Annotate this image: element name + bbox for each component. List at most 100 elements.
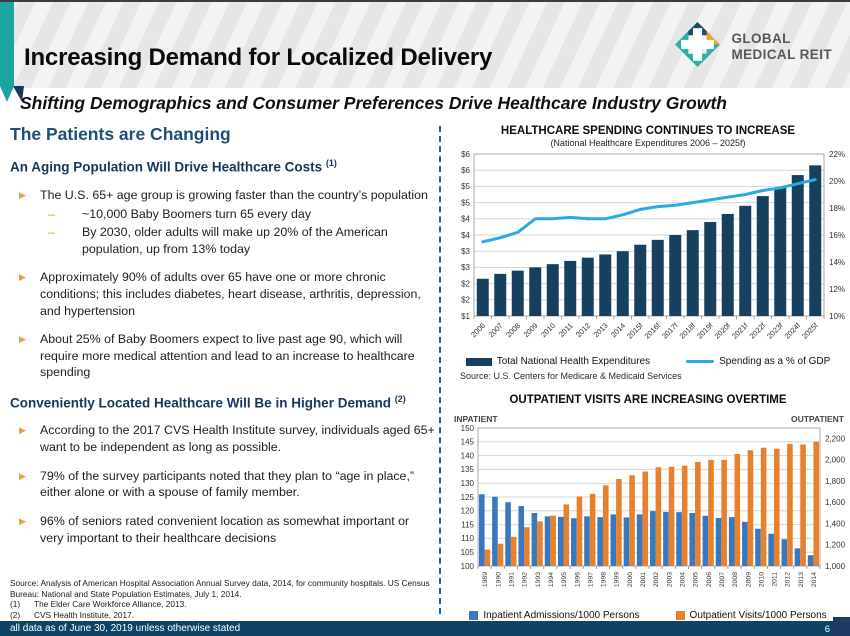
svg-text:1997: 1997 (587, 572, 594, 587)
svg-text:1,400: 1,400 (825, 519, 846, 528)
svg-text:130: 130 (461, 479, 475, 488)
svg-text:2007: 2007 (719, 572, 726, 587)
legend-bar-swatch-icon (465, 357, 492, 366)
svg-text:$5: $5 (461, 182, 470, 191)
source-note-text: CVS Health Institute, 2017. (34, 609, 135, 620)
bullet-triangle-icon: ▶ (19, 425, 26, 436)
source-note-number: (2) (10, 609, 21, 620)
slide-subtitle: Shifting Demographics and Consumer Prefe… (20, 93, 727, 113)
dash-icon: – (48, 206, 55, 221)
source-note: (1) The Elder Care Workforce Alliance, 20… (10, 599, 434, 610)
bullet-text: 96% of seniors rated convenient location… (40, 513, 410, 545)
svg-text:105: 105 (461, 548, 475, 557)
bullet-triangle-icon: ▶ (19, 334, 26, 345)
svg-text:1991: 1991 (508, 572, 515, 587)
svg-text:2025f: 2025f (800, 320, 820, 340)
svg-text:20%: 20% (829, 177, 845, 186)
svg-text:1,800: 1,800 (825, 477, 846, 486)
svg-text:2,000: 2,000 (825, 456, 846, 465)
svg-text:$6: $6 (461, 166, 470, 175)
chart1-legend: Total National Health Expenditures Spendi… (448, 356, 848, 367)
page-title: Increasing Demand for Localized Delivery (24, 44, 493, 71)
source-intro: Source: Analysis of American Hospital As… (10, 578, 430, 599)
svg-text:22%: 22% (829, 150, 845, 159)
svg-text:1992: 1992 (522, 572, 529, 587)
legend-item: Total National Health Expenditures (465, 356, 651, 367)
bullet-item: ▶ The U.S. 65+ age group is growing faste… (10, 187, 436, 204)
chart1-subtitle: (National Healthcare Expenditures 2006 –… (550, 138, 746, 148)
legend-bar-swatch-icon (469, 611, 479, 620)
svg-text:1,200: 1,200 (825, 541, 846, 550)
section-heading-text: Conveniently Located Healthcare Will Be … (10, 395, 395, 411)
svg-text:1,000: 1,000 (825, 562, 846, 571)
svg-text:2020f: 2020f (713, 320, 733, 340)
logo-wordmark: GLOBAL MEDICAL REIT (731, 31, 832, 62)
svg-text:140: 140 (461, 451, 475, 460)
legend-item: Spending as a % of GDP (686, 356, 830, 367)
svg-text:2008: 2008 (732, 572, 739, 587)
svg-text:2007: 2007 (487, 321, 505, 339)
svg-text:2000: 2000 (627, 572, 634, 587)
bullet-item: ▶ About 25% of Baby Boomers expect to liv… (10, 331, 436, 381)
legend-label: Inpatient Admissions/1000 Persons (483, 610, 640, 621)
svg-text:$1: $1 (461, 312, 470, 321)
svg-text:2011: 2011 (772, 572, 779, 587)
svg-text:120: 120 (461, 507, 475, 516)
section-heading-2: Conveniently Located Healthcare Will Be … (10, 394, 436, 411)
svg-text:145: 145 (461, 438, 475, 447)
bullet-sections: An Aging Population Will Drive Healthcar… (10, 158, 436, 546)
svg-text:100: 100 (461, 562, 475, 571)
svg-text:2002: 2002 (653, 572, 660, 587)
svg-text:135: 135 (461, 465, 475, 474)
source-note: (2) CVS Health Institute, 2017. (10, 610, 434, 621)
svg-text:2008: 2008 (504, 321, 522, 339)
footer-disclaimer: all data as of June 30, 2019 unless othe… (10, 623, 241, 634)
svg-text:150: 150 (461, 424, 475, 433)
outpatient-visits-chart: 150 145 140 135 130 125 120 115 110 105 100 2,200 2,… (461, 424, 846, 587)
bullet-triangle-icon: ▶ (19, 515, 26, 526)
source-note-text: The Elder Care Workforce Alliance, 2013. (34, 599, 187, 610)
bullet-item: ▶ 79% of the survey participants noted th… (10, 468, 436, 501)
legend-line-swatch-icon (686, 360, 715, 363)
svg-text:2014: 2014 (811, 572, 818, 587)
svg-text:2,200: 2,200 (825, 434, 846, 443)
outpatient-label: OUTPATIENT (790, 414, 844, 424)
svg-text:18%: 18% (829, 204, 845, 213)
left-text-panel: The Patients are Changing An Aging Popul… (10, 124, 436, 546)
svg-text:2014: 2014 (609, 321, 627, 339)
chart1-source: Source: U.S. Centers for Medicare & Medi… (460, 371, 682, 381)
bullet-item: ▶ Approximately 90% of adults over 65 hav… (10, 269, 436, 319)
legend-label: Outpatient Visits/1000 Persons (689, 610, 827, 621)
footnote-marker: (2) (394, 393, 406, 404)
bullet-text: According to the 2017 CVS Health Institu… (40, 423, 435, 455)
svg-text:1990: 1990 (495, 572, 502, 587)
charts-panel: HEALTHCARE SPENDING CONTINUES TO INCREAS… (448, 120, 848, 621)
section-heading-text: An Aging Population Will Drive Healthcar… (10, 159, 326, 175)
svg-text:2013: 2013 (592, 321, 610, 339)
svg-text:2009: 2009 (745, 572, 752, 587)
svg-text:1998: 1998 (601, 572, 608, 587)
footnote-marker: (1) (325, 158, 337, 168)
sub-bullet-item: – By 2030, older adults will make up 20% … (48, 224, 436, 257)
svg-text:125: 125 (461, 493, 475, 502)
bullet-text: 79% of the survey participants noted tha… (40, 468, 415, 500)
legend-bar-swatch-icon (675, 611, 685, 620)
bullet-item: ▶ 96% of seniors rated convenient locatio… (10, 513, 436, 546)
svg-text:115: 115 (461, 520, 474, 529)
svg-text:14%: 14% (829, 258, 845, 267)
svg-text:2005: 2005 (693, 572, 700, 587)
svg-text:2018f: 2018f (678, 320, 698, 340)
chart2-title: OUTPATIENT VISITS ARE INCREASING OVERTIM… (509, 394, 787, 406)
footer-bar: all data as of June 30, 2019 unless othe… (0, 621, 850, 636)
accent-navy-triangle (13, 86, 24, 102)
svg-text:10%: 10% (829, 312, 845, 321)
svg-text:$2: $2 (461, 279, 470, 288)
svg-text:1996: 1996 (574, 572, 581, 587)
healthcare-spending-chart: $6 $6 $5 $5 $4 $4 $3 $3 $2 $2 $1 22% 20% 18% 16% 14% 12%… (461, 150, 845, 341)
header-band: Increasing Demand for Localized Delivery… (0, 2, 850, 88)
dash-icon: – (48, 225, 55, 240)
bullet-item: ▶ According to the 2017 CVS Health Instit… (10, 422, 436, 455)
svg-text:1993: 1993 (535, 572, 542, 587)
panel-heading: The Patients are Changing (10, 124, 231, 144)
legend-label: Total National Health Expenditures (496, 356, 651, 367)
